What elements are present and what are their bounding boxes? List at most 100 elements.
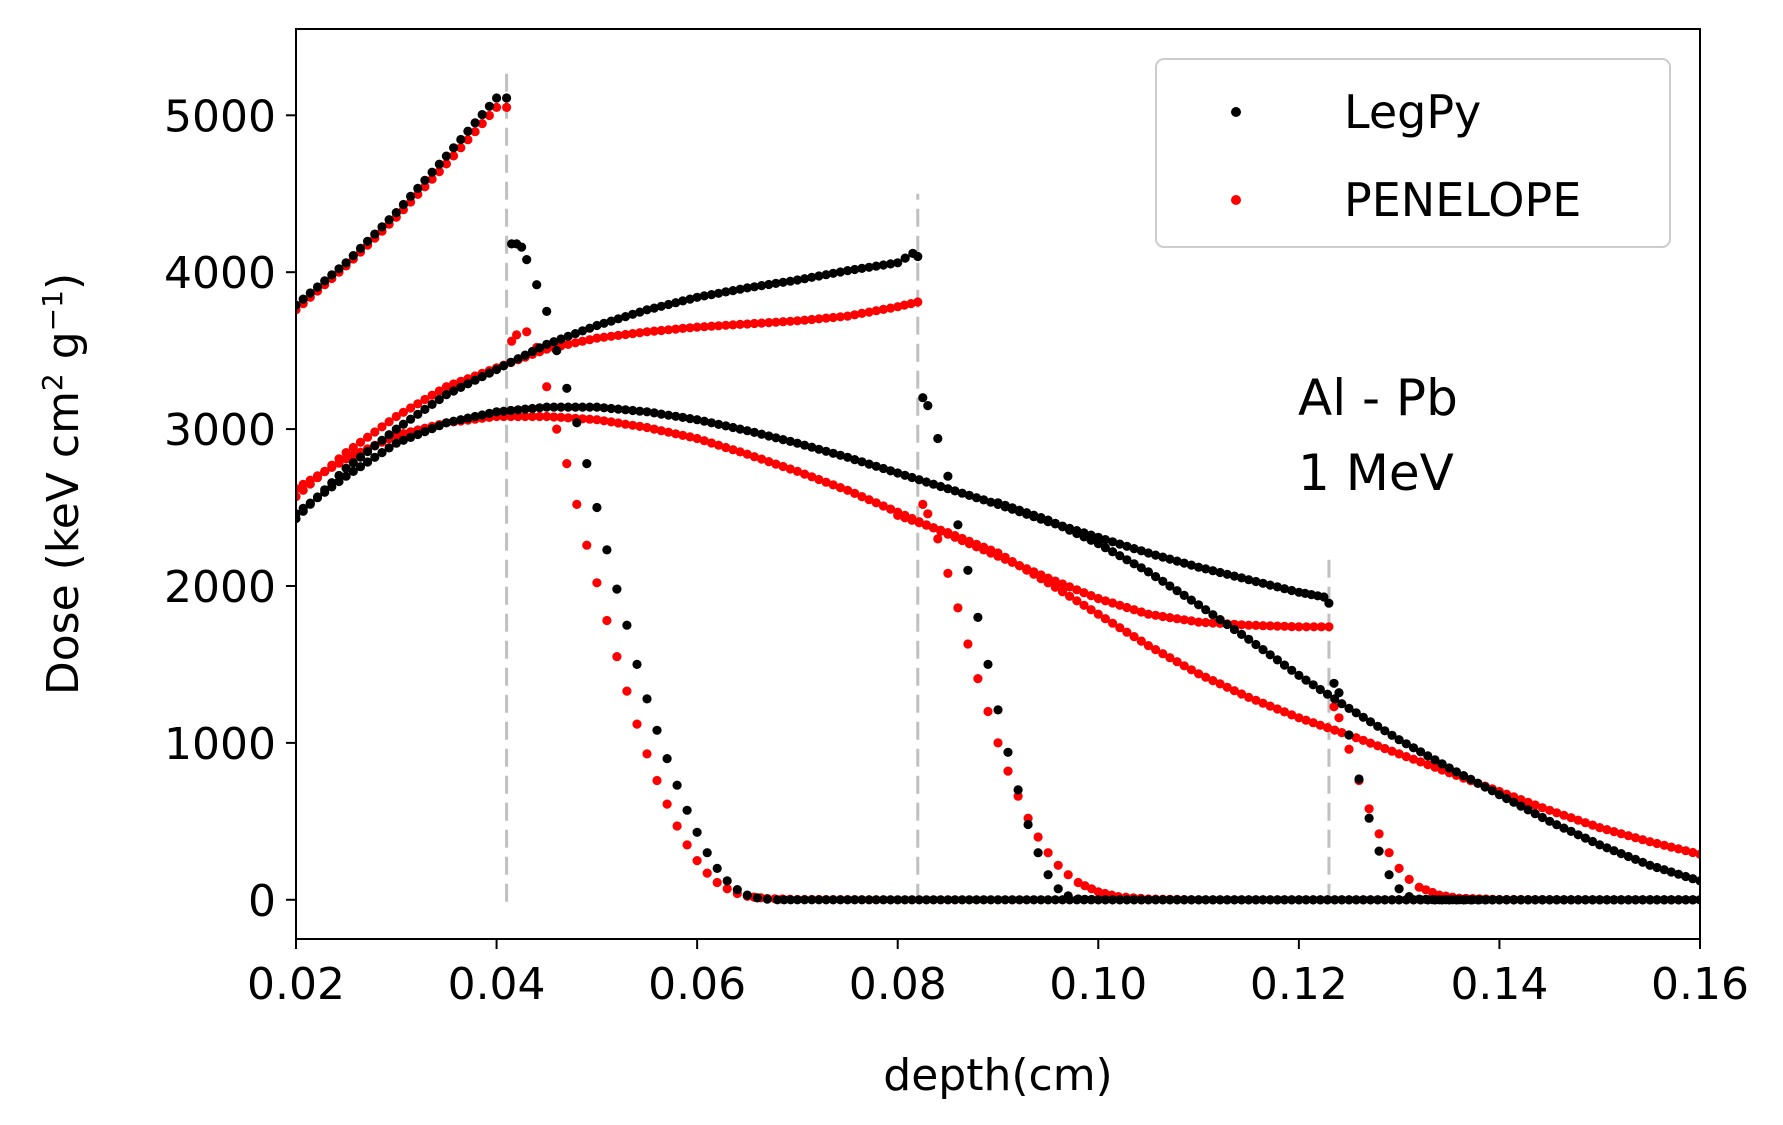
point-legpy <box>556 402 566 412</box>
point-penelope <box>936 525 946 535</box>
point-legpy <box>1580 833 1590 843</box>
point-legpy <box>1079 532 1089 542</box>
point-penelope <box>1616 829 1626 839</box>
point-penelope <box>434 386 444 396</box>
point-legpy <box>1080 894 1090 904</box>
point-legpy <box>1208 895 1218 905</box>
legend-label-penelope: PENELOPE <box>1344 173 1581 227</box>
point-penelope <box>678 323 688 333</box>
point-penelope <box>878 501 889 511</box>
point-penelope <box>363 432 373 442</box>
point-legpy <box>1516 801 1526 811</box>
point-legpy <box>1638 857 1648 867</box>
point-penelope <box>1122 627 1132 637</box>
point-legpy <box>592 502 602 513</box>
point-legpy <box>384 430 394 440</box>
point-penelope <box>599 416 609 426</box>
point-penelope <box>1329 702 1339 712</box>
point-legpy <box>857 895 867 905</box>
point-penelope <box>1315 720 1325 730</box>
point-legpy <box>757 281 767 291</box>
point-legpy <box>527 403 538 414</box>
point-penelope <box>712 877 722 888</box>
point-legpy <box>1165 895 1175 905</box>
point-legpy <box>735 284 745 294</box>
point-penelope <box>1659 840 1669 850</box>
point-legpy <box>843 266 853 276</box>
point-legpy <box>672 780 682 790</box>
point-legpy <box>850 455 860 465</box>
point-penelope <box>1165 613 1175 623</box>
point-legpy <box>907 472 917 483</box>
annotation-line-1: Al - Pb <box>1298 369 1458 427</box>
point-legpy <box>878 463 889 474</box>
point-legpy <box>1494 895 1504 905</box>
point-legpy <box>1652 895 1662 905</box>
point-legpy <box>1428 895 1438 905</box>
point-legpy <box>1000 500 1010 510</box>
point-legpy <box>1143 567 1153 577</box>
point-legpy <box>355 243 366 253</box>
point-legpy <box>1050 518 1060 529</box>
point-legpy <box>918 393 928 403</box>
point-legpy <box>1265 650 1275 660</box>
point-legpy <box>441 151 451 161</box>
point-legpy <box>1272 895 1282 905</box>
point-legpy <box>1093 895 1103 905</box>
point-legpy <box>1609 846 1619 856</box>
point-legpy <box>296 300 301 310</box>
point-penelope <box>923 509 933 519</box>
point-legpy <box>1222 895 1232 905</box>
point-legpy <box>871 895 881 905</box>
point-legpy <box>477 410 487 420</box>
point-legpy <box>1043 895 1053 905</box>
point-legpy <box>1014 895 1025 905</box>
point-penelope <box>1688 847 1698 858</box>
point-penelope <box>814 314 824 324</box>
point-penelope <box>971 539 982 549</box>
point-legpy <box>928 895 939 905</box>
point-penelope <box>1552 808 1562 818</box>
point-penelope <box>1573 815 1583 825</box>
point-legpy <box>642 305 652 315</box>
point-penelope <box>1408 754 1419 764</box>
point-penelope <box>871 498 881 508</box>
point-legpy <box>1461 895 1471 905</box>
point-penelope <box>1537 803 1547 813</box>
point-penelope <box>507 336 517 346</box>
point-legpy <box>699 416 709 426</box>
point-legpy <box>671 298 681 308</box>
point-legpy <box>1645 860 1655 870</box>
point-legpy <box>570 329 581 339</box>
y-axis-label-end: ) <box>38 273 89 290</box>
point-legpy <box>1258 578 1268 588</box>
point-legpy <box>864 262 874 272</box>
point-legpy <box>953 520 963 530</box>
point-legpy <box>1387 730 1397 740</box>
point-legpy <box>1602 843 1612 853</box>
point-legpy <box>370 452 380 462</box>
point-penelope <box>1237 689 1247 699</box>
point-legpy <box>1695 895 1700 905</box>
point-legpy <box>434 394 444 405</box>
point-legpy <box>843 452 853 462</box>
point-legpy <box>384 443 394 453</box>
point-legpy <box>1474 895 1484 905</box>
point-penelope <box>857 308 867 318</box>
point-legpy <box>312 282 323 292</box>
point-legpy <box>964 895 974 905</box>
point-penelope <box>341 448 351 458</box>
point-penelope <box>735 447 745 457</box>
point-penelope <box>1258 698 1268 708</box>
point-penelope <box>1022 565 1032 575</box>
legend-box <box>1155 58 1671 248</box>
point-legpy <box>786 895 796 905</box>
point-legpy <box>506 357 516 367</box>
point-penelope <box>652 775 662 786</box>
point-legpy <box>585 402 595 412</box>
point-penelope <box>864 495 874 505</box>
point-legpy <box>943 895 953 905</box>
point-penelope <box>662 799 672 809</box>
x-tick-label: 0.02 <box>247 959 345 1010</box>
point-legpy <box>1151 572 1161 582</box>
